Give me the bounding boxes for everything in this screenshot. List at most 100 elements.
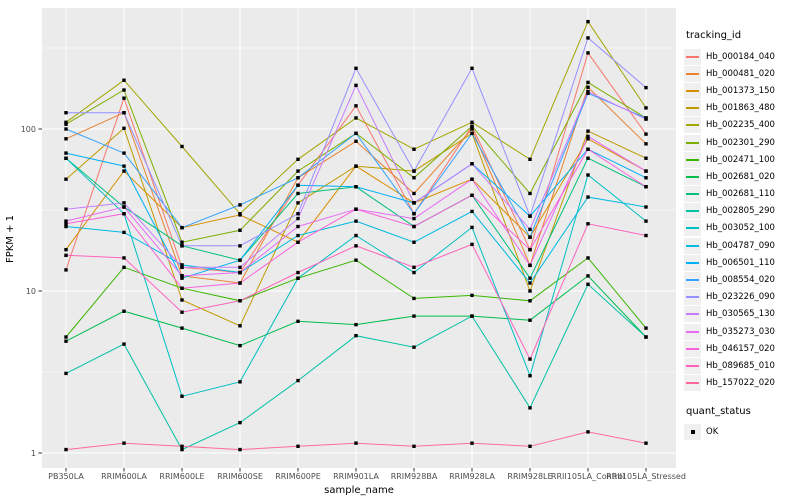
data-point xyxy=(64,207,68,211)
legend-key xyxy=(684,424,701,441)
data-point xyxy=(180,394,184,398)
data-point xyxy=(412,296,416,301)
data-point xyxy=(528,281,532,285)
legend-label: Hb_001863_480 xyxy=(706,103,775,114)
legend-line-swatch xyxy=(686,382,699,385)
legend-key xyxy=(684,254,701,271)
legend-key xyxy=(684,357,701,374)
x-tick-label: RRIM600LA xyxy=(101,472,147,481)
legend-item: Hb_000184_040 xyxy=(684,48,798,65)
legend-key xyxy=(684,151,701,168)
data-point xyxy=(354,83,358,88)
data-point xyxy=(586,147,590,151)
legend-item: Hb_000481_020 xyxy=(684,65,798,82)
data-point xyxy=(296,169,300,173)
data-point xyxy=(64,122,68,126)
legend-label: Hb_046157_020 xyxy=(706,343,775,354)
data-point xyxy=(586,137,590,141)
legend-label: Hb_023226_090 xyxy=(706,292,775,303)
data-point xyxy=(528,191,532,196)
data-point xyxy=(238,299,242,303)
data-point xyxy=(238,270,242,275)
data-point xyxy=(412,191,416,196)
data-point xyxy=(180,310,184,314)
data-point xyxy=(238,420,242,425)
data-point xyxy=(122,256,126,260)
data-point xyxy=(64,127,68,131)
legend-item: Hb_004787_090 xyxy=(684,237,798,254)
data-point xyxy=(354,104,358,108)
data-point xyxy=(470,162,474,166)
x-tick-label: RRIM600SE xyxy=(217,472,263,481)
data-point xyxy=(586,36,590,40)
data-point xyxy=(644,205,648,209)
legend-line-swatch xyxy=(686,158,699,161)
data-point xyxy=(238,212,242,216)
legend-line-swatch xyxy=(686,72,699,75)
data-point xyxy=(122,96,126,100)
data-point xyxy=(586,256,590,260)
data-point xyxy=(238,343,242,348)
legend-label: Hb_002301_290 xyxy=(706,137,775,148)
legend-label: Hb_003052_100 xyxy=(706,223,775,234)
data-point xyxy=(528,357,532,361)
data-point xyxy=(122,309,126,313)
data-point xyxy=(412,201,416,205)
data-point xyxy=(354,116,358,120)
data-point xyxy=(64,371,68,376)
legend-key xyxy=(684,48,701,65)
data-point xyxy=(412,224,416,229)
data-point xyxy=(412,147,416,151)
data-point xyxy=(528,289,532,293)
data-point xyxy=(296,378,300,383)
data-point xyxy=(122,441,126,445)
data-point xyxy=(238,228,242,232)
data-point xyxy=(296,224,300,229)
legend-label: Hb_089685_010 xyxy=(706,360,775,371)
data-point xyxy=(64,253,68,258)
legend-item: Hb_023226_090 xyxy=(684,289,798,306)
legend-item: Hb_157022_020 xyxy=(684,375,798,392)
x-tick-label: RRIM600LE xyxy=(159,472,204,481)
legend-label: Hb_001373_150 xyxy=(706,85,775,96)
data-point xyxy=(470,66,474,70)
legend-item: Hb_001863_480 xyxy=(684,100,798,117)
data-point xyxy=(470,242,474,247)
data-point xyxy=(528,406,532,410)
legend-item: Hb_035273_030 xyxy=(684,323,798,340)
data-point xyxy=(64,151,68,155)
data-point xyxy=(586,80,590,85)
data-point xyxy=(470,177,474,181)
data-point xyxy=(122,201,126,205)
legend-label: Hb_004787_090 xyxy=(706,240,775,251)
data-point xyxy=(296,319,300,324)
legend-line-swatch xyxy=(686,107,699,110)
legend-line-swatch xyxy=(686,227,699,230)
data-point xyxy=(644,117,648,121)
legend-line-swatch xyxy=(686,193,699,196)
x-tick-label: RRII105LA_Control xyxy=(551,472,625,481)
data-point xyxy=(64,339,68,343)
data-point xyxy=(238,447,242,452)
legend-key xyxy=(684,323,701,340)
data-point xyxy=(122,265,126,270)
y-tick-label: 10 xyxy=(26,287,36,296)
data-point xyxy=(180,244,184,248)
legend-item: Hb_003052_100 xyxy=(684,220,798,237)
data-point xyxy=(64,156,68,160)
data-point xyxy=(296,444,300,448)
data-point xyxy=(586,222,590,226)
data-point xyxy=(296,240,300,244)
data-point xyxy=(528,214,532,218)
data-point xyxy=(470,314,474,318)
legend-key xyxy=(684,186,701,203)
data-point xyxy=(528,227,532,232)
data-point xyxy=(586,156,590,160)
data-point xyxy=(644,156,648,160)
legend-label: Hb_030565_130 xyxy=(706,309,775,320)
legend2-entries: OK xyxy=(684,424,798,441)
data-point xyxy=(64,335,68,339)
data-point xyxy=(64,247,68,252)
data-point xyxy=(586,195,590,199)
legend-label: Hb_006501_110 xyxy=(706,257,775,268)
